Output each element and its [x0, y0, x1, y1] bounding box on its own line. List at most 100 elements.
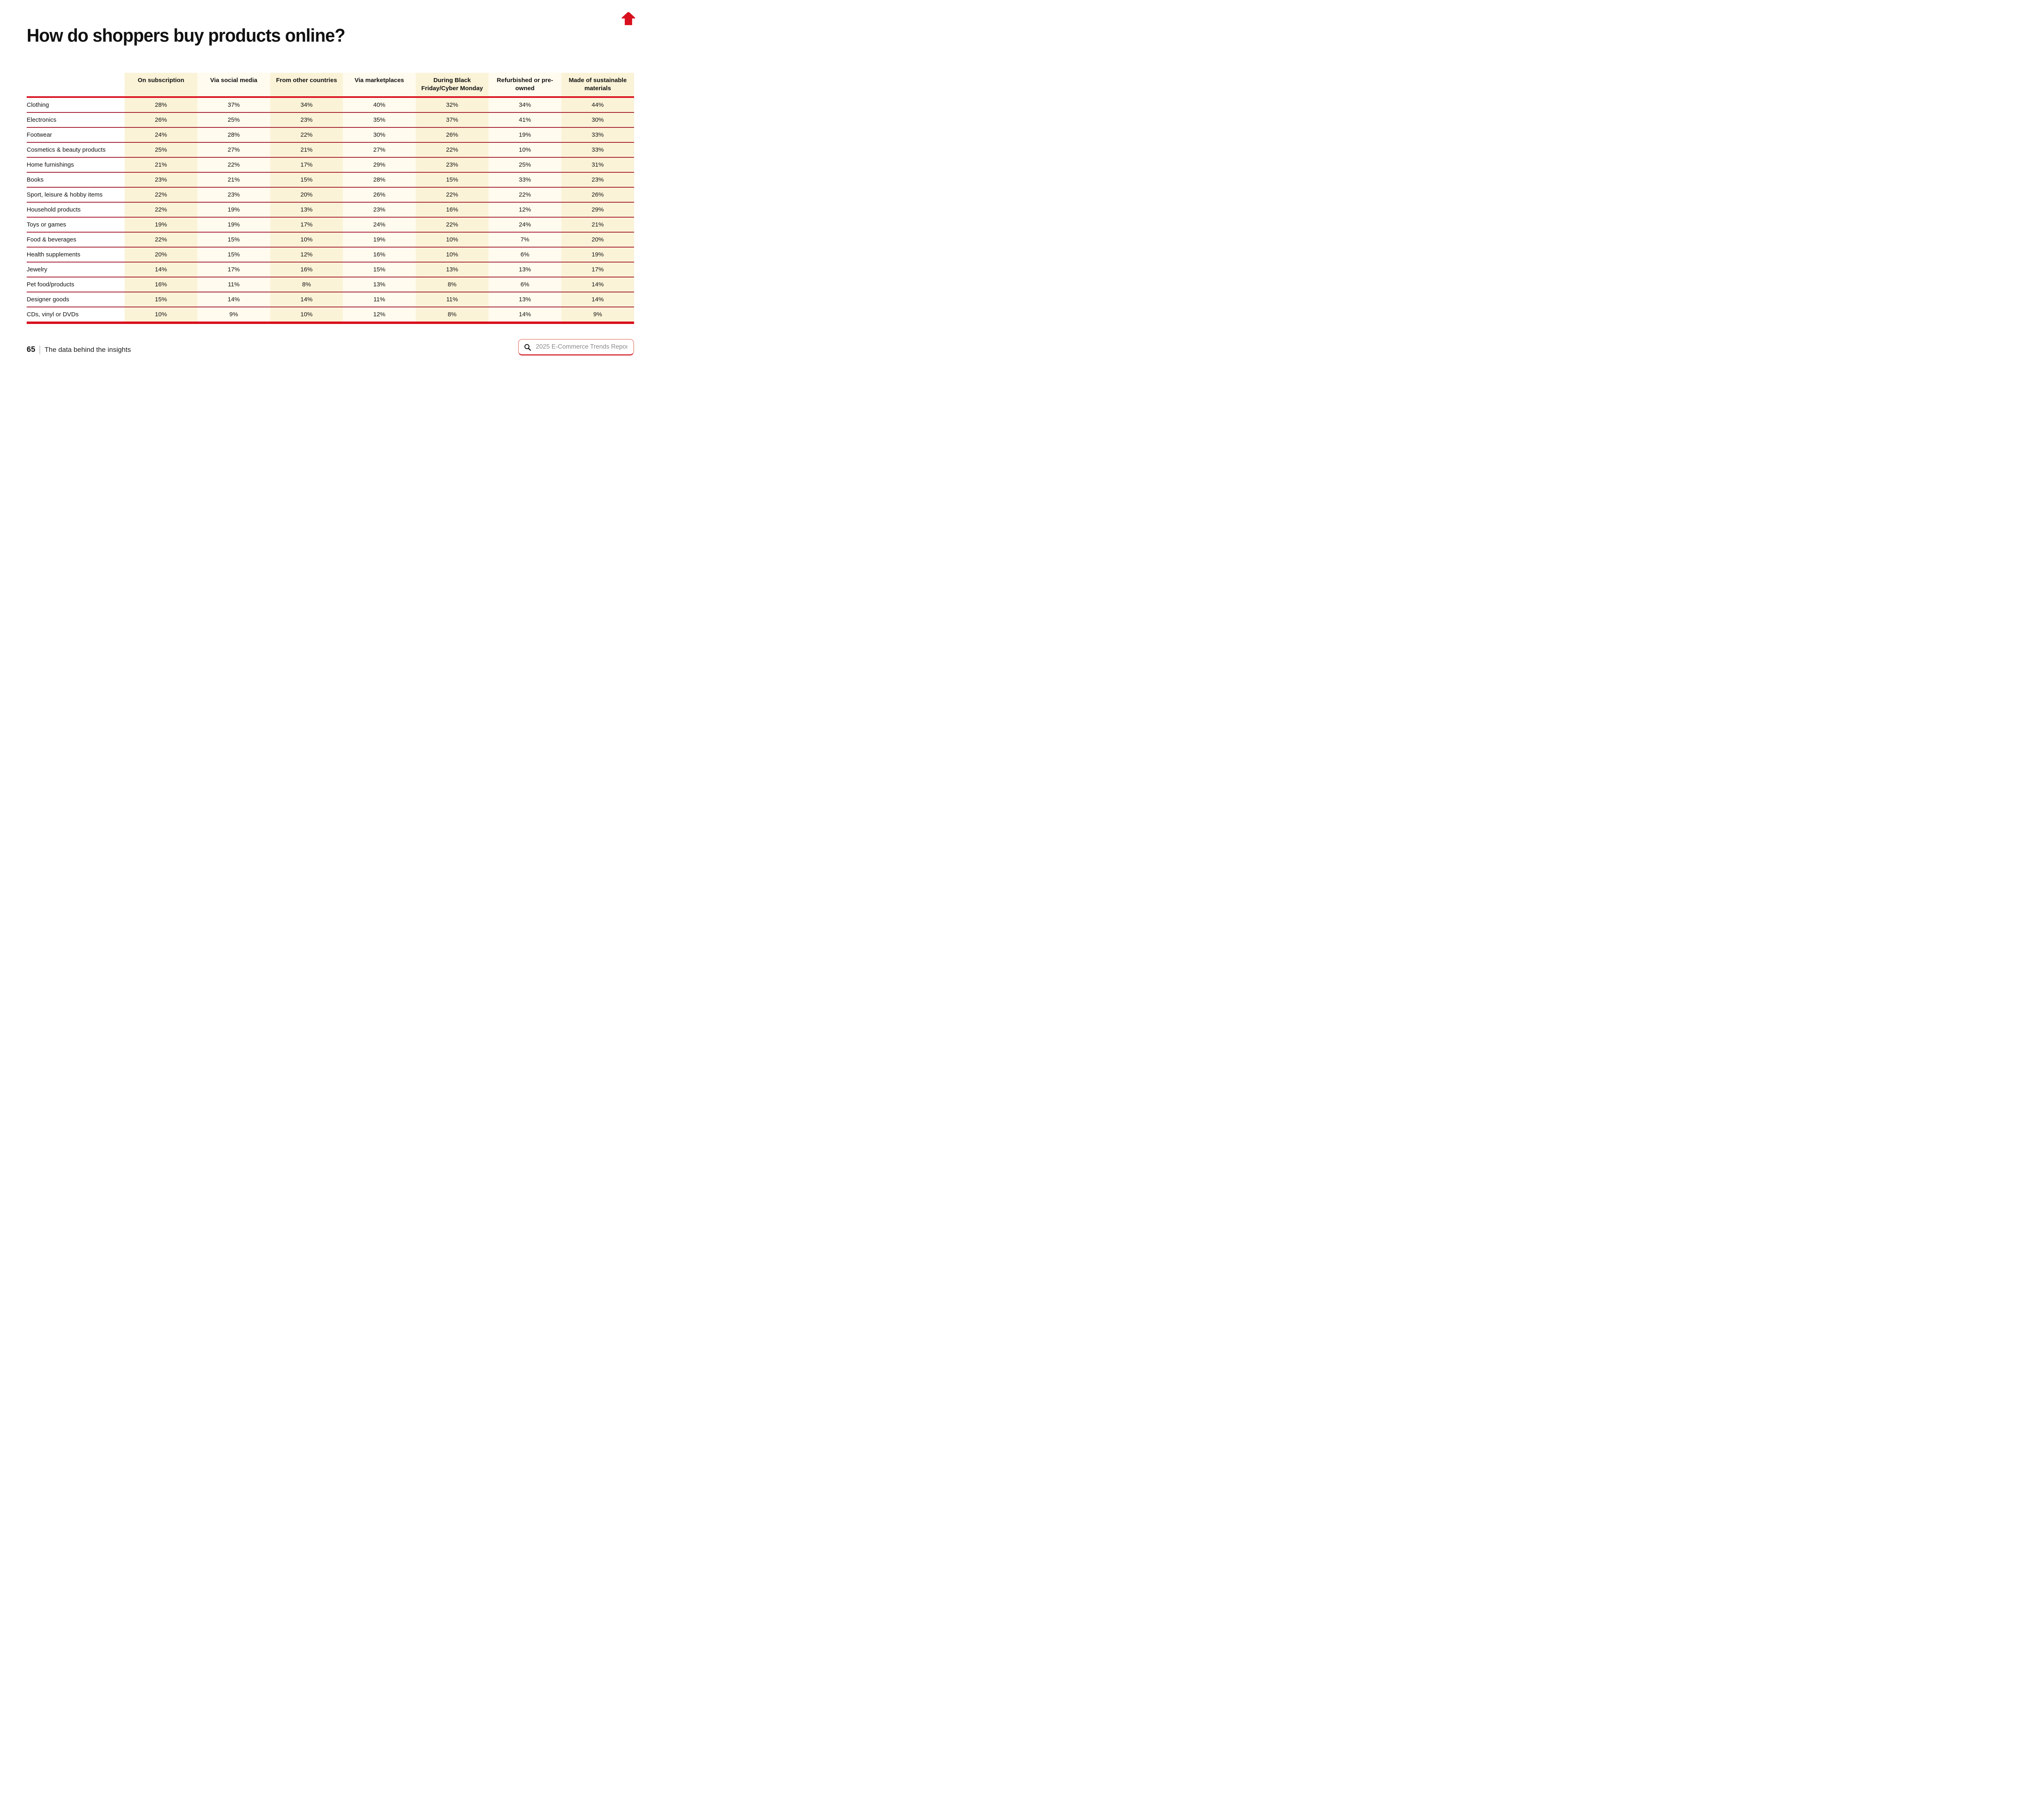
table-body: Clothing 28% 37% 34% 40% 32% 34% 44% Ele… — [27, 98, 634, 322]
value-cell: 17% — [561, 262, 634, 277]
row-label: Food & beverages — [27, 233, 125, 247]
value-cell: 14% — [561, 292, 634, 307]
value-cell: 17% — [197, 262, 270, 277]
value-cell: 22% — [270, 128, 343, 142]
value-cell: 13% — [343, 277, 416, 292]
value-cell: 17% — [270, 158, 343, 172]
table-row: Food & beverages 22% 15% 10% 19% 10% 7% … — [27, 232, 634, 247]
column-header-via-social-media: Via social media — [197, 73, 270, 96]
row-label: Toys or games — [27, 218, 125, 232]
value-cell: 19% — [489, 128, 561, 142]
value-cell: 19% — [125, 218, 197, 232]
table-row: Designer goods 15% 14% 14% 11% 11% 13% 1… — [27, 292, 634, 307]
value-cell: 21% — [197, 173, 270, 187]
value-cell: 16% — [125, 277, 197, 292]
value-cell: 6% — [489, 277, 561, 292]
value-cell: 15% — [343, 262, 416, 277]
value-cell: 23% — [125, 173, 197, 187]
table-row: CDs, vinyl or DVDs 10% 9% 10% 12% 8% 14%… — [27, 307, 634, 322]
home-button[interactable] — [621, 11, 636, 26]
value-cell: 35% — [343, 113, 416, 127]
value-cell: 22% — [416, 188, 489, 202]
table-header-row: On subscription Via social media From ot… — [27, 73, 634, 98]
value-cell: 10% — [125, 307, 197, 322]
value-cell: 31% — [561, 158, 634, 172]
value-cell: 23% — [343, 203, 416, 217]
value-cell: 28% — [125, 98, 197, 112]
row-label: Jewelry — [27, 262, 125, 277]
value-cell: 10% — [416, 248, 489, 262]
value-cell: 15% — [416, 173, 489, 187]
value-cell: 22% — [416, 218, 489, 232]
value-cell: 12% — [489, 203, 561, 217]
value-cell: 22% — [197, 158, 270, 172]
value-cell: 44% — [561, 98, 634, 112]
row-label: Pet food/products — [27, 277, 125, 292]
value-cell: 13% — [489, 262, 561, 277]
value-cell: 14% — [561, 277, 634, 292]
value-cell: 23% — [197, 188, 270, 202]
value-cell: 12% — [270, 248, 343, 262]
row-label: Books — [27, 173, 125, 187]
value-cell: 16% — [343, 248, 416, 262]
search-input[interactable] — [535, 343, 628, 351]
report-search-box[interactable] — [518, 339, 634, 356]
value-cell: 24% — [343, 218, 416, 232]
page-number: 65 — [27, 345, 36, 354]
value-cell: 22% — [489, 188, 561, 202]
value-cell: 30% — [561, 113, 634, 127]
value-cell: 19% — [197, 218, 270, 232]
value-cell: 26% — [125, 113, 197, 127]
table-row: Jewelry 14% 17% 16% 15% 13% 13% 17% — [27, 262, 634, 277]
value-cell: 23% — [270, 113, 343, 127]
value-cell: 15% — [270, 173, 343, 187]
column-header-from-other-countries: From other countries — [270, 73, 343, 96]
value-cell: 20% — [125, 248, 197, 262]
value-cell: 19% — [343, 233, 416, 247]
value-cell: 33% — [489, 173, 561, 187]
value-cell: 14% — [125, 262, 197, 277]
row-label: Designer goods — [27, 292, 125, 307]
value-cell: 28% — [197, 128, 270, 142]
row-label: Health supplements — [27, 248, 125, 262]
value-cell: 33% — [561, 143, 634, 157]
value-cell: 10% — [416, 233, 489, 247]
value-cell: 10% — [489, 143, 561, 157]
value-cell: 15% — [125, 292, 197, 307]
value-cell: 16% — [416, 203, 489, 217]
value-cell: 20% — [270, 188, 343, 202]
footer-tagline: The data behind the insights — [44, 346, 131, 353]
value-cell: 23% — [561, 173, 634, 187]
value-cell: 13% — [416, 262, 489, 277]
value-cell: 22% — [125, 233, 197, 247]
value-cell: 8% — [270, 277, 343, 292]
row-label: Sport, leisure & hobby items — [27, 188, 125, 202]
column-header-sustainable: Made of sustainable materials — [561, 73, 634, 96]
products-table: On subscription Via social media From ot… — [27, 73, 634, 324]
column-header-spacer — [27, 73, 125, 96]
value-cell: 27% — [343, 143, 416, 157]
value-cell: 25% — [489, 158, 561, 172]
row-label: Home furnishings — [27, 158, 125, 172]
home-icon — [621, 11, 636, 26]
value-cell: 14% — [270, 292, 343, 307]
value-cell: 26% — [561, 188, 634, 202]
footer: 65 The data behind the insights — [27, 345, 131, 354]
value-cell: 14% — [197, 292, 270, 307]
row-label: Clothing — [27, 98, 125, 112]
row-label: Footwear — [27, 128, 125, 142]
value-cell: 21% — [561, 218, 634, 232]
value-cell: 23% — [416, 158, 489, 172]
column-header-on-subscription: On subscription — [125, 73, 197, 96]
value-cell: 9% — [197, 307, 270, 322]
value-cell: 21% — [125, 158, 197, 172]
value-cell: 19% — [197, 203, 270, 217]
search-icon — [524, 344, 531, 351]
value-cell: 13% — [270, 203, 343, 217]
table-row: Cosmetics & beauty products 25% 27% 21% … — [27, 142, 634, 157]
column-header-black-friday: During Black Friday/Cyber Monday — [416, 73, 489, 96]
table-row: Pet food/products 16% 11% 8% 13% 8% 6% 1… — [27, 277, 634, 292]
column-header-refurbished: Refurbished or pre-owned — [489, 73, 561, 96]
value-cell: 15% — [197, 248, 270, 262]
value-cell: 10% — [270, 307, 343, 322]
